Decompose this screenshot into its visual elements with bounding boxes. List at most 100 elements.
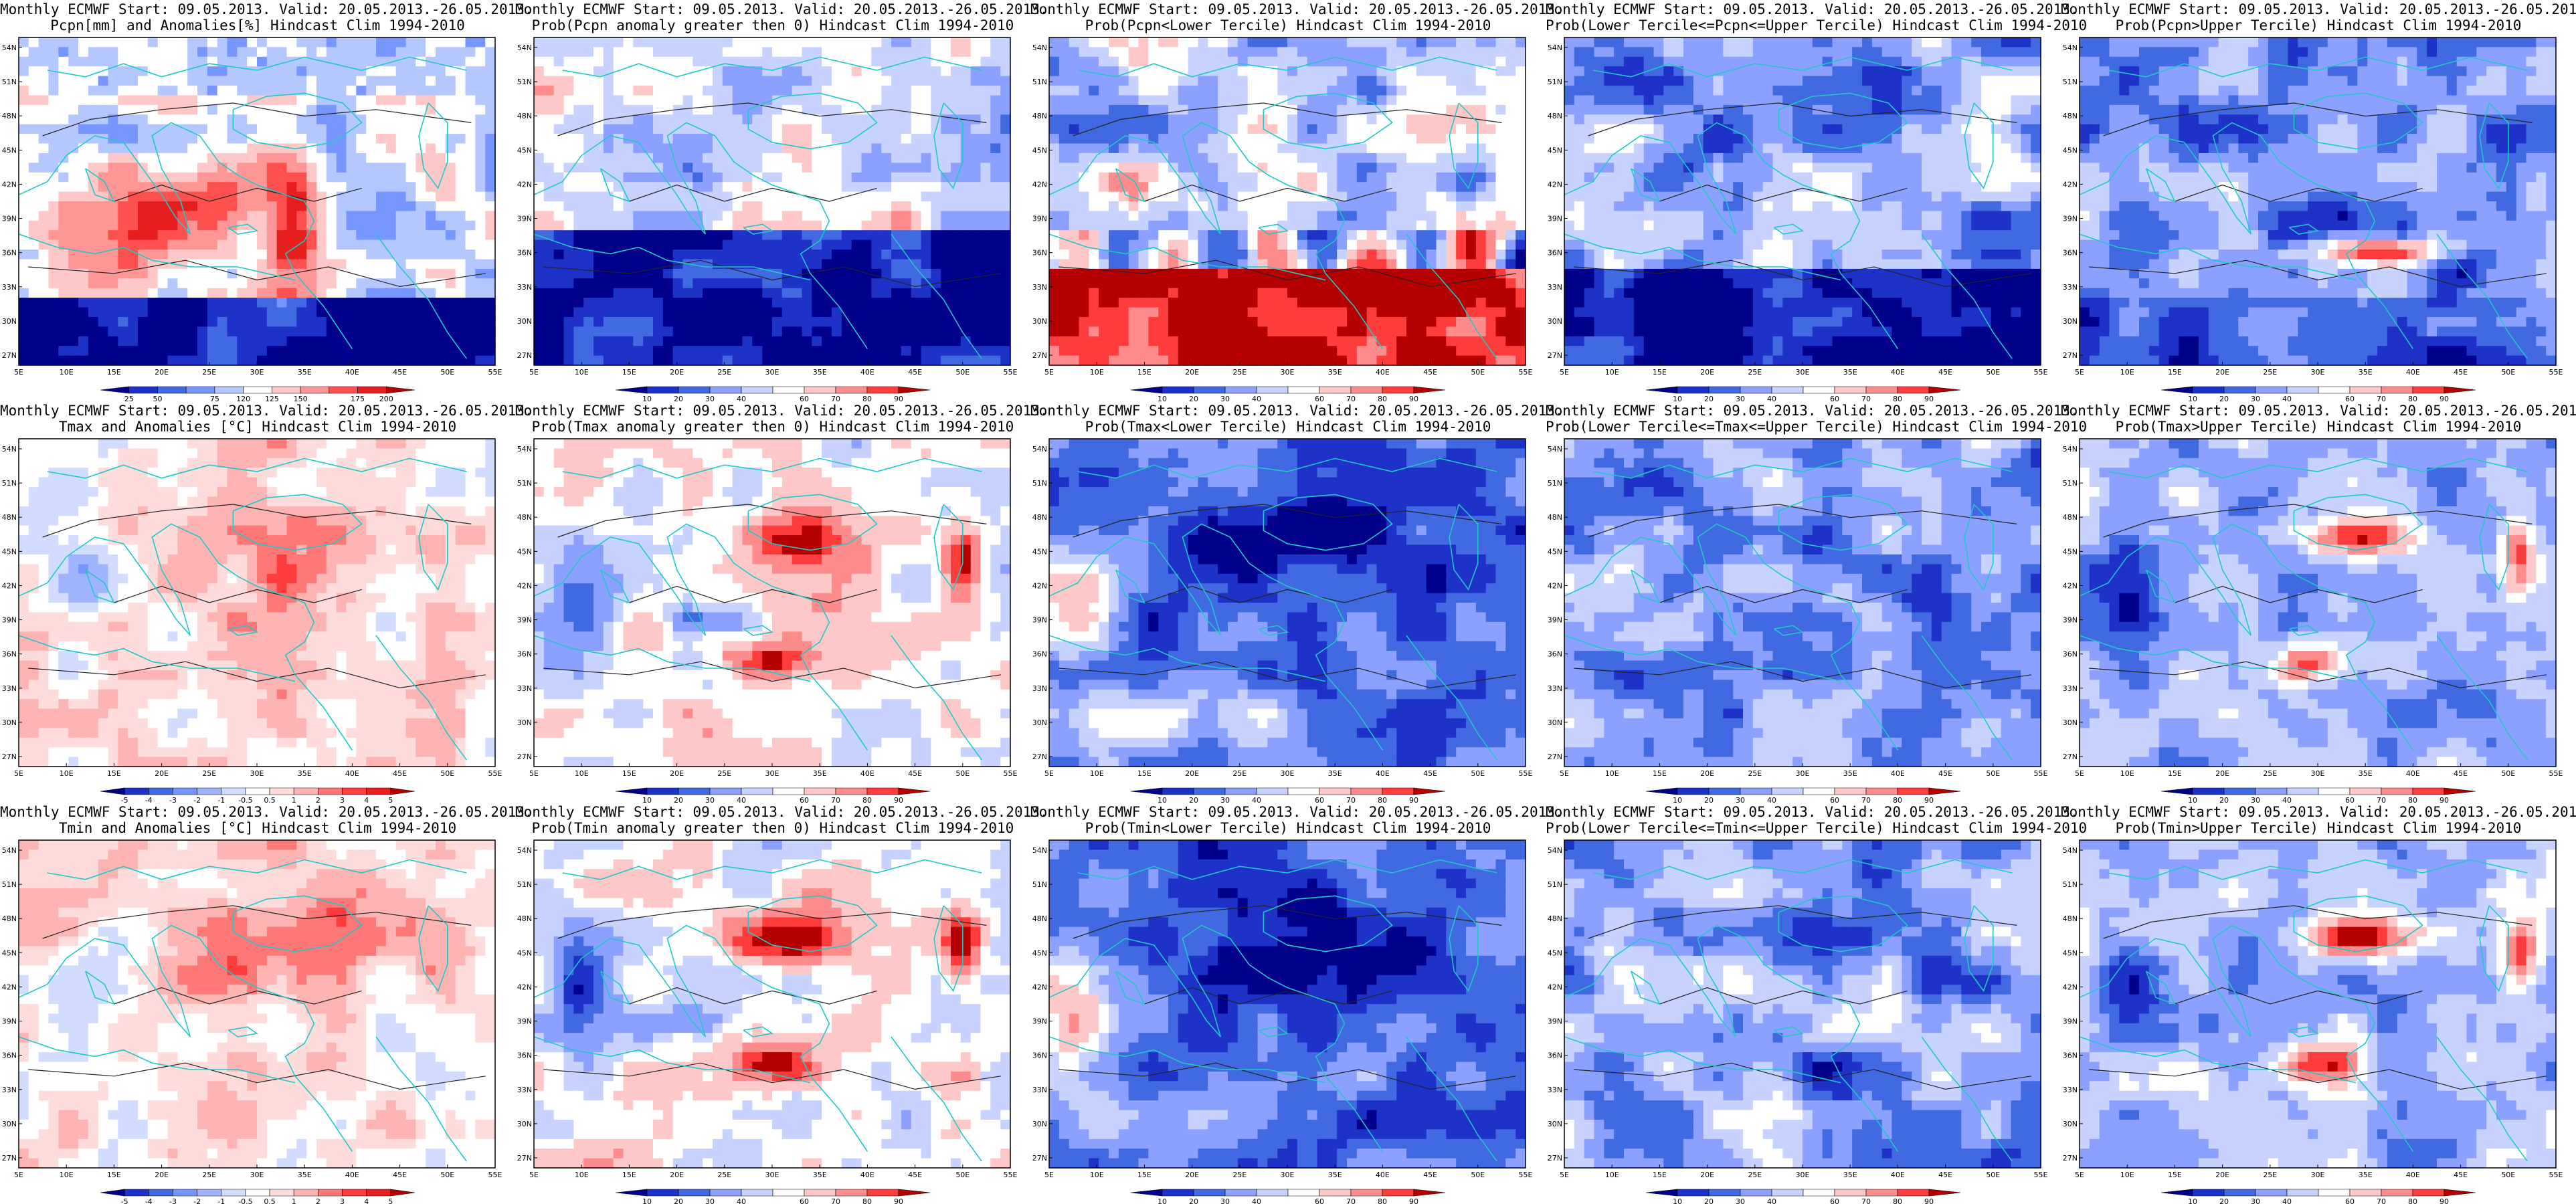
- coastline: [1773, 1026, 1805, 1037]
- map-panel-p7: 27N 30N 33N 36N 39N 42N 45N 48N 51N 54N 5E 10E 15E 20…: [515, 401, 1048, 803]
- lat-tick-label: 27N: [1032, 351, 1047, 360]
- colorbar-swatch: [1834, 787, 1867, 795]
- colorbar-tick-label: 175: [351, 395, 365, 401]
- lat-tick-label: 45N: [1548, 146, 1562, 155]
- coastline: [418, 504, 448, 591]
- map-panel-p10: 27N 30N 33N 36N 39N 42N 45N 48N 51N 54N 5E 10E 15E 20…: [2061, 401, 2576, 803]
- lat-tick-label: 51N: [1548, 880, 1562, 889]
- lat-tick-label: 45N: [2063, 948, 2078, 957]
- lat-tick-label: 27N: [1032, 752, 1047, 761]
- colorbar-swatch: [1319, 1189, 1352, 1197]
- colorbar: 10 20 30 40 60 70 80 90: [615, 1189, 931, 1204]
- colorbar-tick-label: 60: [800, 796, 809, 803]
- colorbar-tick-label: 30: [1220, 796, 1230, 803]
- colorbar-swatch: [2444, 386, 2476, 394]
- lon-tick-label: 40E: [1376, 769, 1390, 778]
- coastline: [1630, 971, 1661, 1005]
- field-raster: [2080, 840, 2557, 1169]
- panel-title-line2: Prob(Tmin>Upper Tercile) Hindcast Clim 1…: [2061, 820, 2576, 836]
- lat-tick-label: 36N: [1032, 650, 1047, 659]
- lon-tick-label: 30E: [1796, 1171, 1810, 1179]
- field-raster: [1564, 37, 2041, 366]
- map-panel-p14: 27N 30N 33N 36N 39N 42N 45N 48N 51N 54N 5E 10E 15E 20…: [1546, 803, 2087, 1204]
- colorbar-tick-label: -4: [145, 796, 153, 803]
- colorbar-swatch: [269, 1189, 294, 1197]
- lon-tick-label: 50E: [440, 769, 454, 778]
- lon-tick-label: 45E: [1423, 368, 1437, 377]
- colorbar-tick-label: 60: [1830, 796, 1839, 803]
- colorbar-swatch: [128, 386, 158, 394]
- colorbar-tick-label: 3: [340, 1197, 345, 1204]
- field-raster: [19, 439, 496, 767]
- colorbar-swatch: [1162, 787, 1194, 795]
- map-canvas: 27N 30N 33N 36N 39N 42N 45N 48N 51N 54N 5E 10E 15E 20…: [1032, 438, 1533, 803]
- colorbar-swatch: [1162, 386, 1194, 394]
- coastline: [533, 523, 868, 750]
- lon-tick-label: 55E: [1519, 368, 1533, 377]
- isoline: [1073, 905, 1502, 939]
- lat-tick-label: 54N: [2, 43, 17, 52]
- map-panel-p12: 27N 30N 33N 36N 39N 42N 45N 48N 51N 54N 5E 10E 15E 20…: [515, 803, 1048, 1204]
- map-panel-p5: 27N 30N 33N 36N 39N 42N 45N 48N 51N 54N 5E 10E 15E 20…: [2061, 0, 2576, 401]
- coastline: [375, 1036, 467, 1162]
- lat-tick-label: 39N: [2, 215, 17, 223]
- colorbar-tick-label: 75: [210, 395, 219, 401]
- coastline: [562, 859, 982, 880]
- lat-tick-label: 36N: [1548, 249, 1562, 258]
- lat-tick-label: 48N: [1032, 112, 1047, 120]
- colorbar-tick-label: -3: [169, 796, 177, 803]
- colorbar-swatch: [709, 787, 742, 795]
- colorbar-swatch: [318, 787, 343, 795]
- lat-tick-label: 42N: [1032, 581, 1047, 590]
- colorbar: 10 20 30 40 60 70 80 90: [615, 386, 931, 401]
- coastline: [1564, 122, 1899, 349]
- coastline: [2293, 494, 2423, 551]
- colorbar-swatch: [366, 1189, 391, 1197]
- lat-tick-label: 45N: [2063, 547, 2078, 556]
- colorbar-tick-label: 60: [2345, 1197, 2355, 1204]
- colorbar-tick-label: 10: [2188, 796, 2197, 803]
- colorbar-tick-label: 30: [2251, 796, 2260, 803]
- colorbar-tick-label: -1: [217, 1197, 225, 1204]
- colorbar-tick-label: 70: [2377, 395, 2386, 401]
- isoline: [1574, 1062, 2031, 1090]
- lon-tick-label: 45E: [1938, 368, 1952, 377]
- map-panel-p4: 27N 30N 33N 36N 39N 42N 45N 48N 51N 54N 5E 10E 15E 20…: [1546, 0, 2087, 401]
- colorbar-tick-label: 50: [153, 395, 162, 401]
- isoline: [629, 585, 877, 603]
- lat-tick-label: 33N: [2063, 684, 2078, 693]
- colorbar-swatch: [646, 787, 679, 795]
- lon-tick-label: 20E: [670, 368, 684, 377]
- coastline: [1964, 102, 1994, 190]
- colorbar: -5 -4 -3 -2 -1 -0.5 0.5 1 2 3 4 5: [100, 787, 416, 803]
- colorbar-swatch: [272, 386, 301, 394]
- panel-title-line1: Monthly ECMWF Start: 09.05.2013. Valid: …: [0, 804, 533, 820]
- lat-tick-label: 36N: [2, 650, 17, 659]
- colorbar-tick-label: 90: [894, 395, 903, 401]
- isoline: [1588, 102, 2017, 136]
- coastline: [1778, 92, 1908, 150]
- colorbar: 10 20 30 40 60 70 80 90: [2160, 1189, 2476, 1204]
- isoline: [28, 661, 486, 689]
- colorbar-swatch: [1350, 1189, 1383, 1197]
- colorbar-swatch: [2160, 386, 2193, 394]
- panel-title-line2: Prob(Pcpn<Lower Tercile) Hindcast Clim 1…: [1030, 17, 1546, 33]
- lon-tick-label: 55E: [1004, 368, 1018, 377]
- colorbar-tick-label: 4: [364, 1197, 369, 1204]
- lon-tick-label: 30E: [2311, 1171, 2325, 1179]
- colorbar-tick-label: 80: [1893, 796, 1902, 803]
- lon-tick-label: 25E: [717, 769, 731, 778]
- lat-tick-label: 51N: [1548, 479, 1562, 488]
- lat-tick-label: 51N: [517, 880, 532, 889]
- lat-tick-label: 39N: [2, 616, 17, 625]
- colorbar-swatch: [1256, 386, 1289, 394]
- lon-tick-label: 5E: [1044, 769, 1054, 778]
- colorbar-swatch: [898, 386, 931, 394]
- lon-tick-label: 20E: [155, 1171, 169, 1179]
- map-canvas: 27N 30N 33N 36N 39N 42N 45N 48N 51N 54N 5E 10E 15E 20…: [1548, 438, 2048, 803]
- lon-tick-label: 55E: [2034, 769, 2048, 778]
- lat-tick-label: 42N: [2063, 581, 2078, 590]
- colorbar-swatch: [1130, 1189, 1163, 1197]
- lat-tick-label: 27N: [517, 1154, 532, 1163]
- colorbar-swatch: [1708, 386, 1741, 394]
